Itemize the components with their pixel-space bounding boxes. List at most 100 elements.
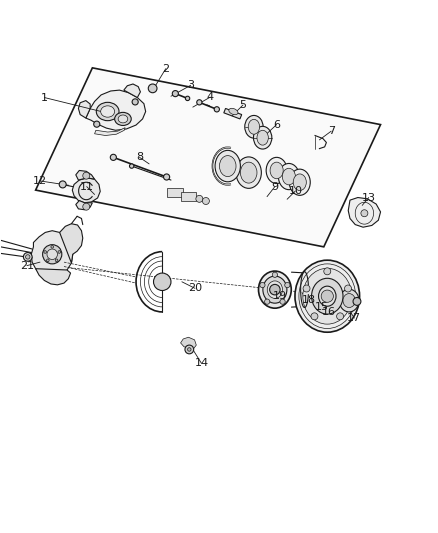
Circle shape (59, 181, 66, 188)
Circle shape (51, 246, 53, 248)
Ellipse shape (343, 294, 355, 308)
Circle shape (153, 273, 171, 290)
Circle shape (285, 282, 290, 288)
Ellipse shape (266, 157, 287, 183)
Ellipse shape (115, 112, 131, 125)
Circle shape (172, 91, 178, 96)
Circle shape (214, 107, 219, 112)
Circle shape (25, 255, 30, 259)
Text: 5: 5 (240, 100, 247, 110)
Ellipse shape (240, 162, 257, 183)
Ellipse shape (219, 156, 236, 176)
Text: 9: 9 (271, 182, 279, 191)
Ellipse shape (229, 108, 238, 115)
Text: 14: 14 (194, 358, 208, 368)
Circle shape (311, 313, 318, 320)
Ellipse shape (283, 168, 295, 185)
Ellipse shape (258, 271, 291, 308)
Polygon shape (35, 269, 71, 285)
Text: 20: 20 (188, 284, 202, 293)
Circle shape (163, 174, 170, 180)
Ellipse shape (303, 268, 352, 324)
Circle shape (280, 299, 285, 304)
Text: 4: 4 (207, 92, 214, 102)
Text: 11: 11 (80, 182, 94, 191)
Ellipse shape (118, 115, 128, 123)
Ellipse shape (245, 116, 263, 138)
Circle shape (353, 297, 361, 305)
Circle shape (46, 259, 49, 262)
Polygon shape (180, 337, 196, 349)
Ellipse shape (267, 281, 283, 298)
Circle shape (303, 285, 310, 292)
Circle shape (187, 348, 191, 351)
Ellipse shape (295, 260, 360, 332)
Ellipse shape (270, 162, 283, 179)
Circle shape (185, 345, 194, 354)
Ellipse shape (311, 278, 343, 314)
Polygon shape (72, 178, 100, 203)
Polygon shape (224, 108, 242, 119)
Circle shape (272, 272, 278, 277)
Polygon shape (124, 84, 141, 98)
Polygon shape (31, 231, 73, 277)
Circle shape (197, 100, 202, 105)
Circle shape (345, 285, 352, 292)
Circle shape (148, 84, 157, 93)
Ellipse shape (215, 150, 240, 182)
Ellipse shape (293, 174, 306, 190)
Circle shape (260, 282, 265, 288)
Polygon shape (60, 224, 83, 263)
Text: 13: 13 (362, 192, 376, 203)
Polygon shape (35, 68, 381, 247)
Circle shape (130, 164, 134, 168)
Polygon shape (86, 90, 146, 130)
Circle shape (44, 251, 46, 253)
Ellipse shape (254, 126, 272, 149)
Bar (180, 192, 196, 201)
Circle shape (270, 285, 280, 295)
Ellipse shape (289, 169, 310, 195)
Circle shape (324, 268, 331, 275)
Polygon shape (76, 200, 92, 210)
Circle shape (321, 290, 333, 302)
Text: 15: 15 (314, 302, 328, 312)
Polygon shape (78, 101, 90, 118)
Circle shape (55, 259, 58, 262)
Polygon shape (95, 128, 125, 135)
Ellipse shape (318, 286, 336, 306)
Text: 7: 7 (328, 126, 335, 136)
Circle shape (58, 251, 60, 253)
Ellipse shape (279, 164, 299, 190)
Circle shape (83, 203, 90, 210)
Bar (167, 188, 183, 197)
Text: 12: 12 (33, 176, 47, 186)
Circle shape (132, 99, 138, 105)
Polygon shape (348, 198, 381, 227)
Circle shape (265, 299, 270, 304)
Text: 16: 16 (322, 307, 336, 317)
Text: 6: 6 (273, 119, 280, 130)
Text: 10: 10 (288, 186, 302, 196)
Ellipse shape (257, 130, 268, 145)
Circle shape (94, 121, 100, 127)
Circle shape (337, 313, 343, 320)
Circle shape (42, 245, 62, 264)
Text: 19: 19 (273, 291, 287, 301)
Text: 17: 17 (347, 313, 361, 323)
Text: 2: 2 (162, 64, 170, 74)
Circle shape (47, 249, 57, 260)
Text: 3: 3 (187, 80, 194, 90)
Circle shape (185, 96, 190, 101)
Circle shape (196, 195, 203, 203)
Circle shape (83, 172, 90, 179)
Ellipse shape (248, 119, 260, 134)
Text: 21: 21 (20, 261, 34, 271)
Text: 8: 8 (136, 152, 143, 163)
Ellipse shape (96, 102, 119, 120)
Ellipse shape (101, 106, 115, 117)
Ellipse shape (236, 157, 261, 188)
Circle shape (202, 198, 209, 205)
Ellipse shape (263, 276, 287, 303)
Circle shape (110, 154, 117, 160)
